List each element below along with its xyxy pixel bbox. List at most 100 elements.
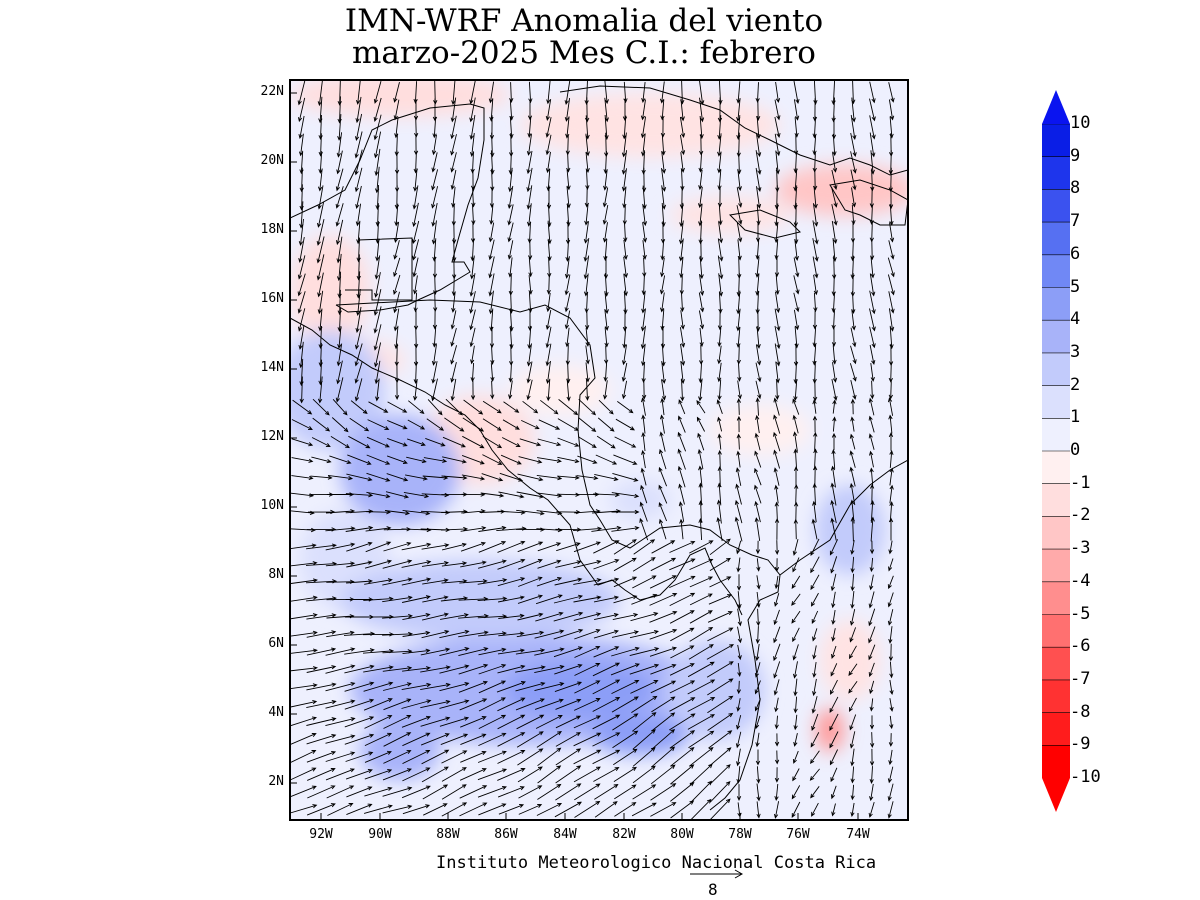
wind-arrow xyxy=(441,750,468,764)
colorbar-segment xyxy=(1042,287,1070,321)
wind-arrow xyxy=(689,627,714,642)
wind-arrow xyxy=(887,783,894,802)
wind-arrow xyxy=(621,168,627,192)
wind-arrow xyxy=(421,612,449,621)
wind-arrow xyxy=(535,594,563,605)
wind-arrow xyxy=(290,543,317,550)
wind-arrow xyxy=(737,663,742,677)
wind-arrow xyxy=(489,98,494,122)
wind-arrow xyxy=(431,203,438,227)
wind-arrow xyxy=(773,467,780,486)
wind-arrow xyxy=(553,646,583,658)
wind-arrow xyxy=(699,274,705,296)
lon-label: 76W xyxy=(786,827,810,842)
wind-arrow xyxy=(363,681,394,692)
wind-arrow xyxy=(498,595,525,603)
wind-arrow xyxy=(564,310,571,330)
wind-arrow xyxy=(669,680,696,694)
wind-arrow xyxy=(593,577,620,586)
colorbar-segment xyxy=(1042,483,1070,517)
lat-label: 18N xyxy=(260,222,284,237)
wind-arrow xyxy=(756,575,761,590)
pacific-coastline xyxy=(290,317,743,616)
wind-arrow xyxy=(490,345,495,365)
wind-arrow xyxy=(478,680,507,694)
wind-arrow xyxy=(717,255,724,280)
wind-arrow xyxy=(830,663,838,677)
wind-arrow xyxy=(478,664,507,675)
wind-arrow xyxy=(577,436,597,448)
wind-arrow xyxy=(756,326,761,349)
wind-arrow xyxy=(641,449,646,469)
wind-arrow xyxy=(869,783,874,802)
wind-arrow xyxy=(756,766,761,784)
wind-arrow xyxy=(488,81,495,104)
wind-arrow xyxy=(774,116,781,139)
colorbar-label: 2 xyxy=(1070,374,1081,395)
wind-arrow xyxy=(737,168,742,192)
colorbar-segment xyxy=(1042,451,1070,484)
wind-arrow xyxy=(887,766,894,784)
wind-arrow xyxy=(888,291,895,314)
wind-arrow xyxy=(698,292,705,313)
wind-arrow xyxy=(592,732,621,747)
colorbar-segment xyxy=(1042,352,1070,386)
wind-arrow xyxy=(639,501,648,522)
wind-arrow xyxy=(888,185,894,210)
wind-arrow xyxy=(460,541,486,552)
wind-arrow xyxy=(469,327,476,348)
wind-arrow xyxy=(290,683,318,690)
wind-arrow xyxy=(501,437,521,447)
wind-arrow xyxy=(350,400,368,415)
wind-arrow xyxy=(736,415,742,433)
wind-arrow xyxy=(297,308,306,332)
wind-arrow xyxy=(537,783,562,800)
wind-arrow xyxy=(382,768,412,781)
wind-arrow xyxy=(651,729,676,750)
wind-arrow xyxy=(537,457,562,464)
wind-arrow xyxy=(508,380,513,400)
wind-arrow xyxy=(791,801,801,818)
wind-arrow xyxy=(431,344,437,366)
wind-arrow xyxy=(615,418,636,431)
wind-arrow xyxy=(774,257,780,278)
wind-arrow xyxy=(290,578,318,585)
colorbar-label: -3 xyxy=(1070,538,1091,559)
wind-arrow xyxy=(775,379,780,401)
wind-arrow xyxy=(497,577,526,587)
wind-arrow xyxy=(850,573,855,592)
wind-arrow xyxy=(290,630,318,637)
wind-arrow xyxy=(507,222,514,243)
wind-arrow xyxy=(526,361,533,384)
wind-arrow xyxy=(755,749,761,766)
wind-arrow xyxy=(469,115,476,140)
hispaniola-coastline xyxy=(829,179,908,226)
wind-arrow xyxy=(518,456,543,464)
wind-arrow xyxy=(346,579,373,584)
wind-arrow xyxy=(869,698,874,712)
wind-arrow xyxy=(584,204,589,226)
wind-arrow xyxy=(850,345,857,365)
wind-arrow xyxy=(574,629,601,640)
wind-arrow xyxy=(516,731,544,748)
wind-arrow xyxy=(889,679,894,696)
wind-arrow xyxy=(554,663,583,675)
wind-arrow xyxy=(888,414,893,434)
wind-arrow xyxy=(450,345,458,365)
wind-arrow xyxy=(444,417,465,432)
wind-arrow xyxy=(869,574,874,591)
wind-arrow xyxy=(306,665,337,673)
wind-arrow xyxy=(812,310,818,330)
wind-arrow xyxy=(659,431,666,452)
wind-arrow xyxy=(869,715,875,730)
wind-arrow xyxy=(325,751,356,762)
wind-arrow xyxy=(554,801,582,818)
lon-label: 86W xyxy=(494,827,518,842)
wind-arrow xyxy=(889,325,894,350)
wind-arrow xyxy=(593,595,620,603)
wind-arrow xyxy=(793,518,798,540)
wind-arrow xyxy=(354,167,363,193)
wind-arrow xyxy=(849,482,856,506)
wind-arrow xyxy=(317,290,324,315)
wind-arrow xyxy=(888,432,894,451)
